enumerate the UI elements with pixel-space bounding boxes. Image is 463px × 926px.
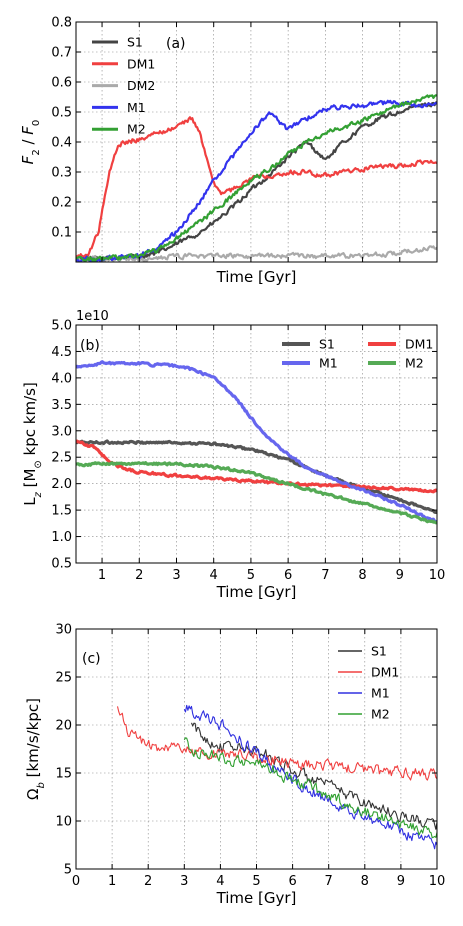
x-tick-label: 7 xyxy=(321,568,329,583)
plot-frame xyxy=(75,324,438,564)
y-tick-label: 5 xyxy=(64,863,72,878)
ticks: 0.1 0.2 0.3 0.4 0.5 0.6 0.7 0.8 xyxy=(51,16,438,262)
x-tick-label: 4 xyxy=(216,874,224,889)
ticks: 1 2 3 4 5 6 7 8 9 10 0.5 1.0 1.5 2.0 2.5 3.0 3.5 4.0 4.5 5.… xyxy=(51,319,445,584)
legend-label-dm1: DM1 xyxy=(405,337,433,352)
x-tick-label: 3 xyxy=(180,874,188,889)
x-tick-label: 10 xyxy=(429,568,446,583)
y-tick-label: 3.5 xyxy=(51,398,72,413)
x-axis-label: Time [Gyr] xyxy=(216,268,297,286)
y-tick-label: 2.5 xyxy=(51,451,72,466)
x-tick-label: 10 xyxy=(429,874,446,889)
legend-label-m2: M2 xyxy=(371,707,390,722)
y-tick-label: 3.0 xyxy=(51,424,72,439)
panel-a: 0.1 0.2 0.3 0.4 0.5 0.6 0.7 0.8 Time [Gyr] F2 / F… xyxy=(19,16,438,286)
series-line-m2 xyxy=(183,737,437,839)
panel-label: (c) xyxy=(82,651,101,667)
x-tick-label: 0 xyxy=(72,874,80,889)
series-line-dm1 xyxy=(76,439,437,494)
x-tick-label: 9 xyxy=(396,568,404,583)
y-tick-label: 0.5 xyxy=(51,557,72,572)
panel-label: (b) xyxy=(80,338,100,354)
y-tick-label: 0.5 xyxy=(51,106,72,121)
legend-label-m2: M2 xyxy=(127,122,146,137)
series-line-m2 xyxy=(76,461,437,525)
y-tick-label: 30 xyxy=(55,623,72,638)
y-tick-label: 25 xyxy=(55,671,72,686)
x-tick-label: 3 xyxy=(172,568,180,583)
x-axis-label: Time [Gyr] xyxy=(216,583,297,601)
y-tick-label: 0.2 xyxy=(51,196,72,211)
x-tick-label: 7 xyxy=(325,874,333,889)
x-tick-label: 6 xyxy=(284,568,292,583)
y-tick-label: 0.3 xyxy=(51,166,72,181)
series-line-m1 xyxy=(76,360,437,524)
offset-text: 1e10 xyxy=(76,309,109,324)
series-line-m1 xyxy=(183,704,437,850)
legend: S1 DM1 M1 M2 xyxy=(338,644,399,722)
legend-label-dm1: DM1 xyxy=(371,665,399,680)
x-tick-label: 5 xyxy=(247,568,255,583)
legend-label-dm1: DM1 xyxy=(127,56,155,71)
y-tick-label: 2.0 xyxy=(51,477,72,492)
grid-lines xyxy=(76,629,437,869)
ticks: 0 1 2 3 4 5 6 7 8 9 10 5 10 15 20 25 30 xyxy=(55,623,445,890)
panel-c: 0 1 2 3 4 5 6 7 8 9 10 5 10 15 20 25 30 Time [Gyr] Ωb [km/… xyxy=(24,623,445,908)
y-tick-label: 0.4 xyxy=(51,136,72,151)
y-axis-label: F2 / F0 xyxy=(19,120,42,165)
legend: S1 DM1 M1 M2 xyxy=(282,337,433,371)
series-line-dm1 xyxy=(116,706,437,781)
legend-label-m2: M2 xyxy=(405,356,424,371)
y-tick-label: 4.0 xyxy=(51,371,72,386)
series-group xyxy=(76,94,437,262)
x-tick-label: 1 xyxy=(108,874,116,889)
y-tick-label: 0.6 xyxy=(51,76,72,91)
grid-lines xyxy=(76,22,437,262)
x-tick-label: 1 xyxy=(98,568,106,583)
series-group xyxy=(76,360,437,525)
y-tick-label: 1.5 xyxy=(51,504,72,519)
legend-label-m1: M1 xyxy=(127,100,146,115)
x-axis-label: Time [Gyr] xyxy=(216,889,297,907)
y-tick-label: 0.1 xyxy=(51,226,72,241)
legend-label-m1: M1 xyxy=(319,356,338,371)
series-line-dm2 xyxy=(76,245,437,262)
x-tick-label: 5 xyxy=(252,874,260,889)
legend: S1 DM1 DM2 M1 M2 xyxy=(92,35,155,137)
panel-label: (a) xyxy=(166,36,186,52)
x-tick-label: 9 xyxy=(397,874,405,889)
x-tick-label: 8 xyxy=(361,874,369,889)
grid-lines xyxy=(76,325,437,563)
panel-b: 1 2 3 4 5 6 7 8 9 10 0.5 1.0 1.5 2.0 2.5 3.0 3.5 4.0 4.5 5.… xyxy=(21,309,445,601)
y-tick-label: 5.0 xyxy=(51,319,72,334)
series-group xyxy=(116,704,437,850)
y-tick-label: 10 xyxy=(55,815,72,830)
y-tick-label: 1.0 xyxy=(51,530,72,545)
series-line-s1 xyxy=(76,439,437,515)
y-tick-label: 15 xyxy=(55,767,72,782)
y-axis-label: Lz [M⊙ kpc km/s] xyxy=(21,382,44,506)
legend-label-s1: S1 xyxy=(127,35,143,50)
x-tick-label: 6 xyxy=(288,874,296,889)
y-axis-label: Ωb [km/s/kpc] xyxy=(24,698,47,800)
y-tick-label: 0.7 xyxy=(51,46,72,61)
legend-label-s1: S1 xyxy=(319,337,335,352)
legend-label-s1: S1 xyxy=(371,644,387,659)
x-tick-label: 4 xyxy=(210,568,218,583)
y-tick-label: 4.5 xyxy=(51,345,72,360)
series-line-m2 xyxy=(76,94,437,262)
x-tick-label: 2 xyxy=(144,874,152,889)
x-tick-label: 8 xyxy=(358,568,366,583)
legend-label-dm2: DM2 xyxy=(127,78,155,93)
x-tick-label: 2 xyxy=(135,568,143,583)
legend-label-m1: M1 xyxy=(371,686,390,701)
y-tick-label: 0.8 xyxy=(51,16,72,31)
y-tick-label: 20 xyxy=(55,719,72,734)
series-line-s1 xyxy=(191,722,437,830)
